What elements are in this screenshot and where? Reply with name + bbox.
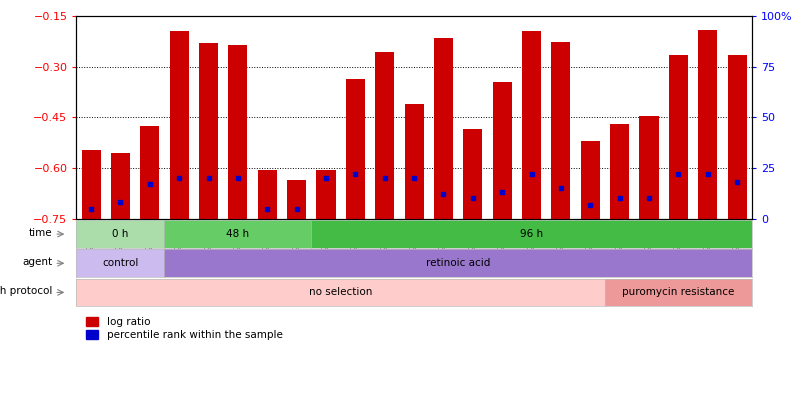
Text: 0 h: 0 h xyxy=(112,229,128,239)
Bar xyxy=(140,126,159,219)
Bar xyxy=(287,180,306,219)
Bar xyxy=(492,82,511,219)
Bar xyxy=(258,170,276,219)
Legend: log ratio, percentile rank within the sample: log ratio, percentile rank within the sa… xyxy=(81,313,287,344)
Bar xyxy=(345,79,365,219)
Bar xyxy=(609,124,629,219)
Bar xyxy=(228,45,247,219)
Bar xyxy=(668,55,687,219)
Bar xyxy=(404,104,423,219)
Bar xyxy=(463,129,482,219)
Text: 48 h: 48 h xyxy=(226,229,249,239)
Bar xyxy=(638,116,658,219)
Text: control: control xyxy=(102,258,138,268)
Bar xyxy=(551,42,569,219)
Bar xyxy=(81,149,100,219)
Text: no selection: no selection xyxy=(308,288,372,297)
Text: retinoic acid: retinoic acid xyxy=(426,258,490,268)
Text: growth protocol: growth protocol xyxy=(0,286,52,296)
Bar xyxy=(727,55,746,219)
Text: puromycin resistance: puromycin resistance xyxy=(622,288,734,297)
Bar xyxy=(198,43,218,219)
Bar xyxy=(375,51,393,219)
Bar xyxy=(111,153,130,219)
Bar xyxy=(316,170,335,219)
Bar xyxy=(169,32,189,219)
Text: 96 h: 96 h xyxy=(520,229,542,239)
Bar xyxy=(521,32,540,219)
Bar xyxy=(697,30,716,219)
Text: time: time xyxy=(28,228,52,238)
Bar xyxy=(580,141,599,219)
Text: agent: agent xyxy=(22,257,52,267)
Bar xyxy=(434,38,452,219)
